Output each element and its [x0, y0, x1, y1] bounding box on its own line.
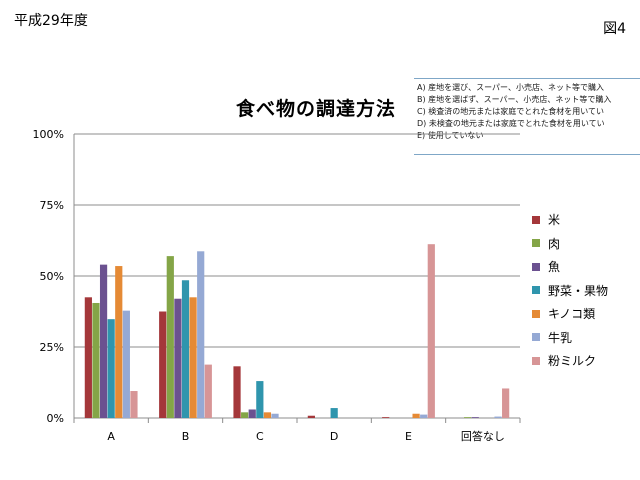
x-tick-label: E	[405, 430, 412, 443]
bar	[204, 364, 212, 418]
x-tick-label: A	[107, 430, 115, 443]
legend-swatch	[532, 215, 540, 224]
legend: 米 肉 魚 野菜・果物 キノコ類 牛乳 粉ミルク	[532, 208, 608, 373]
note-d: D) 未検査の地元または家庭でとれた食材を用いてい	[417, 119, 605, 128]
legend-label: 野菜・果物	[548, 283, 609, 298]
bar	[122, 310, 130, 418]
bar	[464, 417, 472, 418]
bar	[197, 251, 205, 418]
legend-item: キノコ類	[532, 302, 608, 326]
y-tick-label: 50%	[40, 270, 64, 283]
y-tick-label: 100%	[33, 128, 64, 141]
legend-label: 粉ミルク	[548, 354, 597, 369]
bar	[330, 408, 338, 418]
bar	[256, 381, 264, 418]
legend-label: 牛乳	[548, 330, 573, 345]
figure-number: 図4	[603, 21, 626, 37]
bar	[494, 416, 502, 418]
bar	[115, 266, 123, 418]
legend-item: 肉	[532, 232, 608, 256]
legend-item: 米	[532, 208, 608, 232]
bar	[189, 297, 197, 418]
legend-item: 牛乳	[532, 326, 608, 350]
bar	[420, 414, 428, 418]
bar	[271, 413, 279, 418]
legend-label: 魚	[548, 260, 561, 275]
bar	[412, 413, 420, 418]
legend-swatch	[532, 239, 540, 248]
bar	[92, 302, 100, 418]
note-c: C) 検査済の地元または家庭でとれた食材を用いてい	[417, 107, 605, 116]
bar	[263, 412, 272, 418]
bar	[241, 412, 249, 418]
legend-item: 粉ミルク	[532, 349, 608, 373]
category-notes: A) 産地を選び、スーパー、小売店、ネット等で購入 B) 産地を選ばず、スーパー…	[414, 78, 640, 155]
y-tick-label: 0%	[47, 412, 64, 425]
bar	[130, 391, 138, 418]
note-b: B) 産地を選ばず、スーパー、小売店、ネット等で購入	[417, 95, 612, 104]
y-tick-label: 75%	[40, 199, 64, 212]
bar	[181, 280, 190, 418]
note-e: E) 使用していない	[417, 131, 484, 140]
bar	[382, 417, 390, 418]
x-tick-label: B	[182, 430, 190, 443]
bar	[174, 298, 182, 418]
legend-label: 米	[548, 213, 561, 228]
fiscal-year-label: 平成29年度	[14, 13, 88, 29]
bar	[99, 264, 108, 418]
legend-label: キノコ類	[548, 307, 596, 322]
bar	[159, 311, 167, 418]
note-a: A) 産地を選び、スーパー、小売店、ネット等で購入	[417, 83, 604, 92]
legend-item: 魚	[532, 255, 608, 279]
x-tick-label: 回答なし	[461, 429, 505, 443]
chart-title: 食べ物の調達方法	[236, 98, 397, 120]
bar	[248, 409, 256, 418]
legend-label: 肉	[548, 236, 561, 251]
legend-swatch	[532, 356, 540, 365]
legend-swatch	[532, 262, 540, 271]
legend-item: 野菜・果物	[532, 279, 608, 303]
legend-swatch	[532, 286, 540, 295]
bar	[166, 256, 174, 418]
bar	[84, 297, 92, 418]
bar	[107, 319, 115, 418]
legend-swatch	[532, 333, 540, 342]
bar	[502, 388, 510, 418]
bar	[307, 415, 315, 418]
bar	[233, 366, 241, 418]
x-tick-label: C	[256, 430, 264, 443]
bar	[427, 244, 435, 418]
x-tick-label: D	[330, 430, 338, 443]
y-tick-label: 25%	[40, 341, 64, 354]
bar	[471, 417, 479, 418]
legend-swatch	[532, 309, 540, 318]
